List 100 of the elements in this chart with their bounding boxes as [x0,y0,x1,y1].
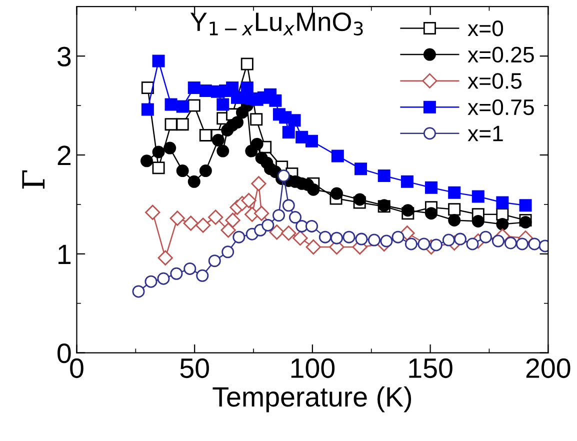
point [282,199,295,212]
point [254,206,270,221]
point [496,196,509,209]
point [199,164,212,178]
point [140,154,153,168]
point [272,209,285,222]
point [479,230,492,244]
point [176,164,189,178]
point [277,170,290,182]
point [472,190,484,203]
annotation: Y$_{1−x}$Lu$_{x}$MnO$_{3}$ [190,12,363,36]
point [424,207,438,220]
y-tick-label: 2 [58,146,70,166]
point [176,100,189,113]
point [250,113,263,126]
point [330,232,343,244]
point [454,232,466,246]
point [282,126,295,138]
point [400,175,414,188]
point [492,234,504,248]
x-tick-label: 0 [70,358,84,378]
point [241,192,256,208]
point [144,275,158,288]
point [448,203,461,216]
point [354,162,368,176]
point [368,234,380,246]
point [442,234,455,246]
point [288,211,302,224]
legend-label: x=0 [468,20,504,36]
point [392,230,404,244]
point [305,134,318,148]
point [528,238,541,250]
point [183,216,198,231]
point [378,170,390,182]
point [220,222,236,238]
point [222,246,234,258]
point [504,236,517,250]
point [170,210,185,226]
x-tick-label: 200 [526,358,570,378]
point [141,103,154,116]
point [132,285,145,298]
point [402,204,414,217]
point [424,181,438,194]
point [342,230,356,244]
point [157,272,170,285]
x-tick-label: 150 [409,358,452,378]
point [164,142,176,154]
point [516,238,528,250]
point [208,210,224,225]
legend-label: x=1 [468,126,503,142]
x-axis-title: Temperature (K) [212,386,412,412]
point [188,81,200,94]
point [152,162,165,174]
legend-label: x=0.25 [468,46,534,63]
point [472,215,484,228]
point [199,128,212,142]
point [184,262,196,275]
point [188,175,200,188]
point [269,94,282,107]
point [225,212,240,228]
point [355,232,368,246]
point [216,98,230,111]
point [199,84,212,97]
point [448,214,461,227]
point [196,218,211,233]
point [281,226,296,241]
point [176,118,189,131]
point [496,218,509,230]
point [158,250,173,266]
point [231,116,244,129]
point [170,267,183,280]
point [466,238,479,250]
point [306,239,321,255]
point [250,138,264,150]
point [430,238,442,252]
point [307,183,320,196]
point [354,193,366,206]
point [141,81,154,94]
point [330,187,343,200]
point [418,238,430,250]
point [288,114,301,127]
y-tick-label: 1 [58,244,71,264]
y-tick-label: 0 [58,343,71,364]
point [188,99,200,112]
point [196,269,209,282]
x-tick-label: 50 [180,358,209,378]
point [269,224,284,240]
x-tick-label: 100 [291,358,335,378]
point [448,186,461,199]
point [331,150,344,162]
point [164,118,178,131]
point [318,230,332,244]
legend-label: x=0.75 [468,99,534,116]
point [251,176,266,192]
point [305,220,318,232]
point [240,58,254,70]
point [208,254,221,268]
point [519,199,532,212]
point [404,238,418,250]
point [262,218,274,232]
